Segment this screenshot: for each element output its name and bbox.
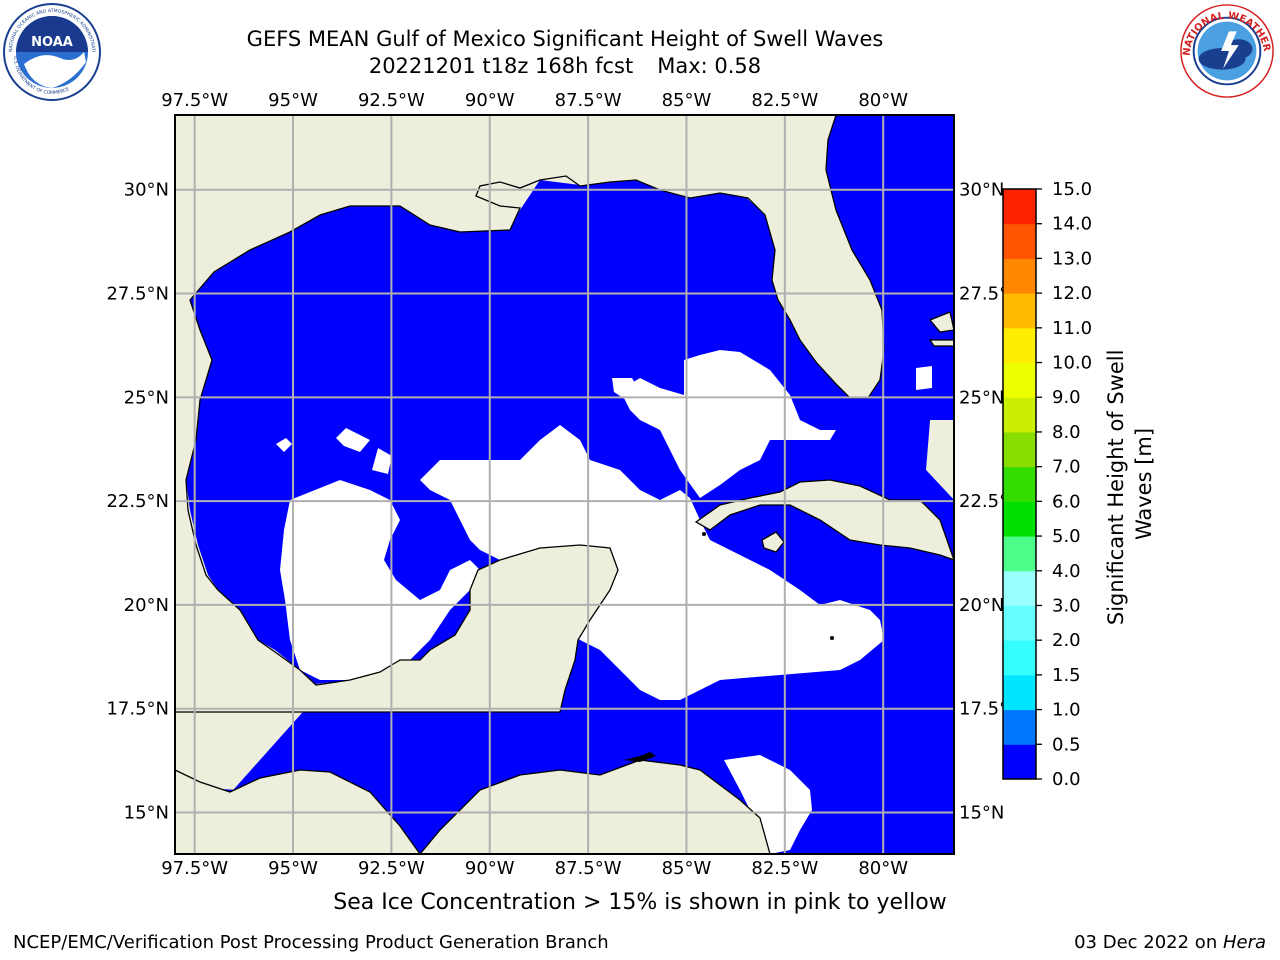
lon-tick-label: 80°W xyxy=(858,90,908,111)
colorbar-tick-label: 8.0 xyxy=(1052,422,1081,443)
colorbar-segment xyxy=(1003,466,1036,502)
swell-field-white xyxy=(276,350,932,854)
lon-tick-label: 80°W xyxy=(858,858,908,879)
colorbar-tick-label: 15.0 xyxy=(1052,179,1092,200)
colorbar-tick-label: 3.0 xyxy=(1052,595,1081,616)
colorbar-segment xyxy=(1003,605,1036,641)
max-value: Max: 0.58 xyxy=(657,54,762,78)
lon-tick-label: 82.5°W xyxy=(751,90,818,111)
land-masses xyxy=(175,115,954,854)
lon-tick-label: 85°W xyxy=(662,858,712,879)
lon-tick-label: 95°W xyxy=(268,858,318,879)
lat-tick-label: 30°N xyxy=(959,180,1004,201)
footer-branch: NCEP/EMC/Verification Post Processing Pr… xyxy=(13,932,609,953)
graticule xyxy=(175,115,954,854)
colorbar-tick-label: 10.0 xyxy=(1052,353,1092,374)
chart-title: GEFS MEAN Gulf of Mexico Significant Hei… xyxy=(246,27,884,51)
footer-date-text: 03 Dec 2022 on xyxy=(1074,932,1223,953)
colorbar-label: Significant Height of Swell Waves [m] xyxy=(1104,343,1156,625)
colorbar-tick-label: 13.0 xyxy=(1052,248,1092,269)
lat-tick-label: 22.5°N xyxy=(106,491,169,512)
lat-tick-label: 20°N xyxy=(124,595,169,616)
forecast-date: 20221201 t18z 168h fcst xyxy=(368,54,634,78)
lon-tick-label: 82.5°W xyxy=(751,858,818,879)
colorbar-tick-label: 9.0 xyxy=(1052,387,1081,408)
lon-labels-top: 97.5°W 95°W 92.5°W 90°W 87.5°W 85°W 82.5°W 80°W xyxy=(161,90,908,111)
sea-ice-note: Sea Ice Concentration > 15% is shown in … xyxy=(333,890,947,915)
colorbar-segment xyxy=(1003,570,1036,606)
colorbar-tick-label: 4.0 xyxy=(1052,561,1081,582)
colorbar-tick-label: 11.0 xyxy=(1052,318,1092,339)
lon-tick-label: 92.5°W xyxy=(358,858,425,879)
footer-host: Hera xyxy=(1222,932,1266,953)
colorbar-segment xyxy=(1003,362,1036,398)
lat-tick-label: 25°N xyxy=(124,387,169,408)
colorbar-segment xyxy=(1003,397,1036,433)
colorbar-segment xyxy=(1003,189,1036,225)
lon-tick-label: 90°W xyxy=(465,858,515,879)
colorbar-segment xyxy=(1003,674,1036,711)
lat-tick-label: 17.5°N xyxy=(106,699,169,720)
colorbar-segment xyxy=(1003,258,1036,294)
lat-tick-label: 15°N xyxy=(124,802,169,823)
colorbar-segment xyxy=(1003,536,1036,572)
colorbar-segment xyxy=(1003,327,1036,364)
colorbar-segment xyxy=(1003,501,1036,537)
lon-tick-label: 92.5°W xyxy=(358,90,425,111)
colorbar-tick-label: 0.5 xyxy=(1052,734,1081,755)
nws-logo: NATIONAL WEATHER SERVICE xyxy=(1177,2,1274,98)
footer-date: 03 Dec 2022 on Hera xyxy=(1074,932,1266,953)
colorbar-tick-label: 1.5 xyxy=(1052,665,1081,686)
noaa-logo: NOAA NATIONAL OCEANIC AND ATMOSPHERIC AD… xyxy=(2,2,101,101)
lat-tick-label: 20°N xyxy=(959,595,1004,616)
lat-labels-left: 30°N 27.5°N 25°N 22.5°N 20°N 17.5°N 15°N xyxy=(106,180,169,824)
lon-tick-label: 95°W xyxy=(268,90,318,111)
map-frame xyxy=(174,114,955,855)
lon-tick-label: 87.5°W xyxy=(555,858,622,879)
lon-tick-label: 85°W xyxy=(662,90,712,111)
lat-tick-label: 27.5°N xyxy=(106,284,169,305)
colorbar-tick-label: 12.0 xyxy=(1052,283,1092,304)
lat-tick-label: 15°N xyxy=(959,802,1004,823)
colorbar-segment xyxy=(1003,223,1036,259)
colorbar-tick-label: 7.0 xyxy=(1052,457,1081,478)
colorbar-tick-label: 0.0 xyxy=(1052,769,1081,790)
colorbar-segment xyxy=(1003,640,1036,676)
colorbar-tick-label: 2.0 xyxy=(1052,630,1081,651)
colorbar-tick-label: 14.0 xyxy=(1052,214,1092,235)
lon-tick-label: 97.5°W xyxy=(161,90,228,111)
lon-tick-label: 97.5°W xyxy=(161,858,228,879)
colorbar-segment xyxy=(1003,709,1036,745)
noaa-logo-text: NOAA xyxy=(31,35,73,50)
colorbar-segment xyxy=(1003,744,1036,780)
colorbar xyxy=(1003,189,1036,780)
colorbar-ticks: 0.0 0.5 1.0 1.5 2.0 3.0 4.0 5.0 6.0 7.0 8.0 9.0 10.0… xyxy=(1036,179,1092,790)
colorbar-segment xyxy=(1003,293,1036,329)
colorbar-frame xyxy=(1002,188,1037,780)
colorbar-segment xyxy=(1003,431,1036,468)
small-islands xyxy=(624,532,834,762)
lat-tick-label: 25°N xyxy=(959,387,1004,408)
colorbar-tick-label: 5.0 xyxy=(1052,526,1081,547)
lat-tick-label: 30°N xyxy=(124,180,169,201)
lon-tick-label: 90°W xyxy=(465,90,515,111)
colorbar-tick-label: 1.0 xyxy=(1052,700,1081,721)
colorbar-tick-label: 6.0 xyxy=(1052,491,1081,512)
chart-subtitle: 20221201 t18z 168h fcst Max: 0.58 xyxy=(175,54,955,78)
lon-tick-label: 87.5°W xyxy=(555,90,622,111)
lon-labels-bottom: 97.5°W 95°W 92.5°W 90°W 87.5°W 85°W 82.5°W 80°W xyxy=(161,858,908,879)
